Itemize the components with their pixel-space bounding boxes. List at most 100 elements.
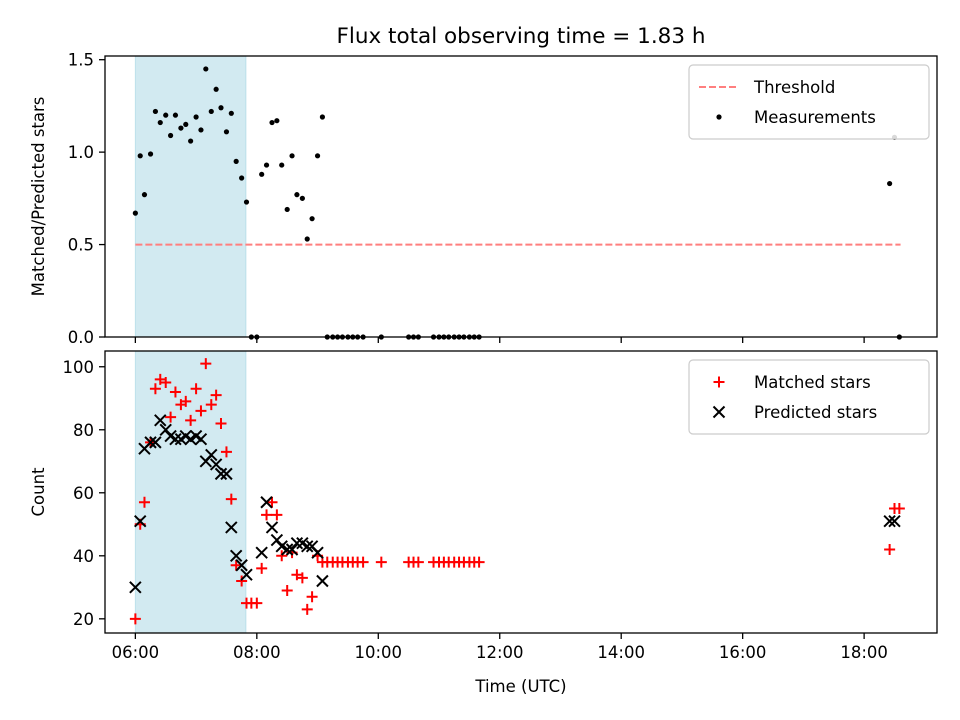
- x-tick-label: 12:00: [476, 643, 524, 662]
- measurement-point: [243, 199, 250, 205]
- measurement-point: [314, 153, 321, 159]
- measurement-point: [284, 206, 290, 213]
- panel-counts: 20 40 60 80 100 06:00 08:00 10:00 12:00 14:00 16:0…: [29, 350, 938, 696]
- x-axis-label: Time (UTC): [474, 677, 566, 696]
- matched-point: [412, 556, 424, 568]
- matched-point: [893, 503, 905, 515]
- matched-point: [169, 386, 181, 398]
- measurement-point: [259, 171, 265, 177]
- x-tick-label: 10:00: [355, 643, 403, 662]
- predicted-point: [225, 521, 238, 534]
- measurement-point: [289, 153, 295, 159]
- measurement-point: [198, 127, 204, 133]
- legend: Threshold Measurements: [688, 64, 930, 140]
- measurement-point: [183, 121, 189, 128]
- measurement-point: [223, 129, 230, 135]
- measurement-point: [188, 138, 194, 144]
- predicted-point: [255, 546, 268, 559]
- matched-point: [266, 496, 278, 508]
- measurement-point: [157, 119, 163, 126]
- predicted-point: [888, 514, 901, 528]
- measurement-point: [304, 236, 310, 242]
- predicted-point: [169, 433, 182, 446]
- measurement-point: [887, 180, 893, 187]
- legend-label: Measurements: [754, 108, 876, 127]
- legend-box: [688, 64, 930, 140]
- measurement-point: [233, 158, 239, 164]
- measurement-point: [294, 192, 300, 198]
- predicted-point: [883, 514, 896, 528]
- measurement-point: [132, 210, 138, 216]
- matched-point: [195, 405, 207, 417]
- matched-point: [129, 613, 141, 625]
- measurement-point: [228, 110, 234, 116]
- matched-point: [357, 556, 369, 568]
- legend-label: Matched stars: [754, 373, 871, 392]
- matched-point: [149, 383, 161, 395]
- predicted-point: [285, 543, 299, 556]
- predicted-point: [214, 467, 228, 481]
- predicted-point: [290, 536, 304, 550]
- matched-point: [251, 597, 263, 609]
- measurement-point: [269, 119, 275, 126]
- predicted-point: [205, 448, 218, 462]
- measurement-point: [208, 108, 214, 115]
- legend-label: Predicted stars: [754, 403, 877, 422]
- y-tick-label: 1.0: [68, 143, 94, 162]
- x-tick-label: 14:00: [597, 643, 645, 662]
- measurement-point: [279, 162, 285, 168]
- matched-point: [296, 572, 308, 584]
- predicted-point: [134, 514, 147, 528]
- chart-title: Flux total observing time = 1.83 h: [337, 24, 706, 49]
- y-tick-label: 20: [73, 610, 94, 629]
- y-tick-label: 80: [73, 421, 94, 440]
- x-tick-label: 16:00: [719, 643, 767, 662]
- matched-point: [185, 414, 197, 426]
- measurement-point: [319, 114, 326, 120]
- predicted-point: [220, 467, 233, 481]
- legend-box: [688, 359, 930, 435]
- y-tick-label: 0.0: [68, 328, 94, 347]
- y-axis-label: Matched/Predicted stars: [29, 97, 48, 297]
- legend-matched-swatch: [713, 376, 725, 388]
- y-tick-label: 60: [73, 484, 94, 503]
- measurement-point: [299, 195, 305, 201]
- matched-point: [301, 603, 313, 615]
- measurement-point: [193, 114, 199, 120]
- legend-label: Threshold: [753, 78, 835, 97]
- shaded-span: [134, 55, 247, 338]
- matched-point: [271, 509, 283, 521]
- measurement-point: [152, 108, 159, 115]
- shaded-span: [134, 350, 247, 634]
- series-matched-stars: [129, 358, 905, 625]
- predicted-point: [159, 423, 172, 436]
- axes-frame: [104, 350, 938, 634]
- legend: Matched stars Predicted stars: [688, 359, 930, 435]
- matched-point: [261, 509, 273, 521]
- matched-point: [375, 556, 387, 568]
- predicted-point: [149, 436, 162, 449]
- predicted-point: [270, 533, 284, 547]
- measurement-point: [274, 118, 280, 124]
- predicted-point: [229, 549, 243, 563]
- matched-point: [884, 544, 896, 556]
- predicted-point: [194, 433, 208, 446]
- measurement-point: [178, 125, 184, 131]
- predicted-point: [265, 521, 279, 534]
- measurement-point: [309, 216, 315, 222]
- matched-point: [473, 556, 485, 568]
- x-tick-label: 18:00: [840, 643, 888, 662]
- matched-point: [165, 411, 177, 423]
- legend-measurement-swatch: [716, 114, 722, 120]
- matched-point: [210, 389, 222, 401]
- predicted-point: [129, 581, 142, 594]
- measurement-point: [137, 153, 143, 159]
- predicted-point: [235, 559, 248, 572]
- y-tick-label: 1.5: [68, 51, 94, 70]
- measurement-point: [141, 192, 148, 198]
- measurement-point: [172, 112, 179, 118]
- x-tick-label: 06:00: [112, 643, 160, 662]
- predicted-point: [260, 496, 273, 509]
- matched-point: [200, 358, 212, 370]
